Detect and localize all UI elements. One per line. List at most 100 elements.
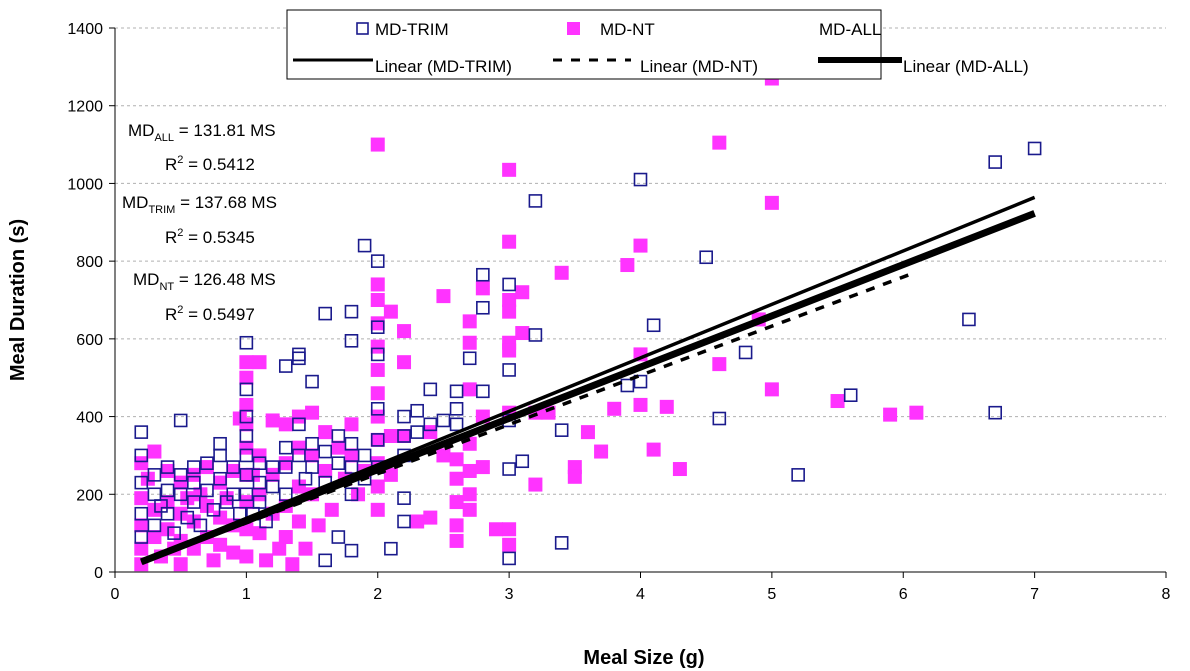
md-nt-point xyxy=(370,386,385,401)
md-nt-point xyxy=(397,324,412,339)
md-nt-point xyxy=(370,479,385,494)
md-trim-point xyxy=(370,320,385,335)
md-trim-point xyxy=(515,454,530,469)
md-trim-point xyxy=(134,425,149,439)
legend-all-label: MD-ALL xyxy=(819,20,881,39)
md-trim-point xyxy=(193,518,208,533)
md-trim-point xyxy=(410,425,424,439)
md-trim-point xyxy=(226,460,241,474)
md-nt-point xyxy=(291,514,306,529)
md-trim-point xyxy=(173,468,188,482)
md-trim-point xyxy=(187,495,201,509)
md-nt-point xyxy=(370,137,385,152)
md-nt-point xyxy=(239,397,254,412)
y-tick-label-0: 0 xyxy=(94,565,103,582)
md-trim-point xyxy=(410,403,424,418)
md-trim-point xyxy=(476,384,490,399)
md-nt-point xyxy=(213,510,228,525)
md-nt-point xyxy=(252,448,267,463)
md-trim-point xyxy=(357,448,372,463)
md-nt-point xyxy=(515,326,530,341)
md-trim-point xyxy=(344,543,359,558)
md-nt-point xyxy=(397,355,412,370)
md-trim-point xyxy=(213,471,227,486)
md-trim-point xyxy=(397,514,411,529)
md-nt-point xyxy=(436,448,451,463)
md-trim-point xyxy=(843,388,858,403)
legend: MD-TRIM MD-NT MD-ALL Linear (MD-TRIM) Li… xyxy=(286,9,1029,80)
md-trim-point xyxy=(988,405,1003,420)
all-r-squared: R2 = 0.5412 xyxy=(165,154,255,174)
md-nt-point xyxy=(370,502,385,517)
md-trim-point xyxy=(180,510,195,525)
md-trim-point xyxy=(370,401,385,416)
md-nt-point xyxy=(462,382,477,397)
trim-equation: MDTRIM = 137.68 MS xyxy=(122,193,277,216)
md-trim-point xyxy=(528,194,543,208)
md-trim-point xyxy=(187,460,201,474)
md-trim-point xyxy=(173,487,188,502)
md-nt-point xyxy=(764,195,779,210)
axes: 0 1 2 3 4 5 6 7 8 0 200 400 600 800 1000 1200 1400 xyxy=(67,21,1170,603)
md-nt-point xyxy=(370,432,385,447)
md-nt-point xyxy=(449,471,464,486)
md-trim-point xyxy=(397,491,411,505)
md-nt-point xyxy=(502,522,517,537)
md-trim-point xyxy=(791,468,805,482)
md-trim-point xyxy=(476,267,490,282)
md-trim-point xyxy=(1027,141,1042,156)
md-nt-point xyxy=(449,533,464,548)
md-trim-point xyxy=(206,503,221,517)
md-nt-point xyxy=(462,335,477,350)
md-nt-point xyxy=(370,409,385,424)
md-trim-point xyxy=(370,254,385,268)
md-nt-point xyxy=(462,463,477,478)
md-nt-point xyxy=(213,475,228,490)
legend-box xyxy=(286,9,882,80)
md-trim-point xyxy=(160,506,175,521)
all-equation: MDALL = 131.81 MS xyxy=(128,121,276,144)
md-trim-point xyxy=(252,495,267,509)
md-nt-point xyxy=(318,425,333,440)
legend-lin-nt-label: Linear (MD-NT) xyxy=(640,57,758,76)
md-nt-point xyxy=(567,469,582,484)
md-nt-point xyxy=(883,407,898,422)
md-trim-point xyxy=(449,401,464,416)
md-trim-point xyxy=(278,440,293,455)
md-trim-point xyxy=(160,460,175,474)
md-trim-point xyxy=(318,444,333,459)
md-trim-point xyxy=(449,384,464,399)
md-trim-point xyxy=(173,413,188,428)
md-trim-point xyxy=(699,250,713,265)
md-trim-point xyxy=(449,417,464,432)
md-trim-point xyxy=(239,429,254,443)
md-trim-point xyxy=(962,312,976,327)
md-trim-point xyxy=(305,460,319,474)
x-tick-label-2: 2 xyxy=(373,586,382,603)
legend-nt-label: MD-NT xyxy=(600,20,655,39)
md-nt-point xyxy=(331,440,346,455)
md-trim-point xyxy=(239,448,254,463)
md-trim-point xyxy=(502,462,516,476)
md-nt-point xyxy=(259,553,274,568)
y-tick-label-200: 200 xyxy=(76,487,103,504)
md-nt-point xyxy=(449,452,464,467)
legend-nt-marker xyxy=(567,22,580,35)
md-trim-point xyxy=(988,155,1003,169)
md-trim-point xyxy=(436,413,451,428)
md-nt-point xyxy=(370,316,385,331)
md-nt-point xyxy=(712,135,727,150)
md-trim-point xyxy=(226,487,241,502)
md-trim-point xyxy=(239,409,254,424)
md-trim-point xyxy=(278,487,293,502)
md-trim-point xyxy=(633,172,648,187)
md-trim-point xyxy=(476,300,490,315)
md-nt-point xyxy=(830,394,845,409)
md-nt-point xyxy=(160,463,175,478)
md-nt-point xyxy=(449,518,464,533)
md-nt-point xyxy=(502,234,517,249)
md-trim-point xyxy=(147,468,162,482)
md-nt-point xyxy=(344,448,359,463)
